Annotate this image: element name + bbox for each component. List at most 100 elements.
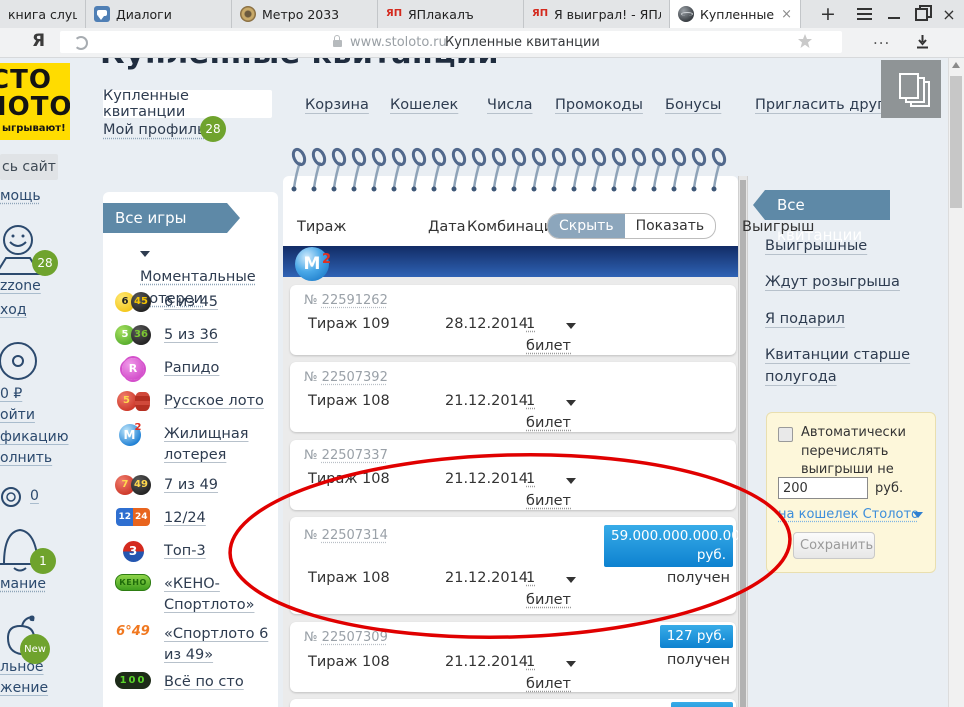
receipt-row[interactable]: № 22507337 Тираж 108 21.12.2014 1 билет bbox=[290, 440, 736, 510]
caret-down-icon[interactable] bbox=[566, 577, 576, 583]
whole-site-button[interactable]: сь сайт bbox=[0, 154, 58, 180]
sidebar-item-7iz49[interactable]: 7 49 7 из 49 bbox=[110, 475, 278, 496]
caret-down-icon[interactable] bbox=[566, 400, 576, 406]
ticket-unit[interactable]: билет bbox=[526, 592, 572, 608]
url-page-title[interactable]: Купленные квитанции bbox=[445, 35, 600, 50]
browser-tab-audiobook[interactable]: книга слушать bbox=[0, 0, 86, 28]
scrollbar-up-arrow[interactable] bbox=[952, 62, 960, 68]
window-restore-button[interactable] bbox=[908, 0, 934, 28]
ticket-count-dropdown[interactable]: 1 bbox=[526, 570, 536, 586]
browser-tab-yaplakal[interactable]: ЯП ЯПлакалъ bbox=[378, 0, 524, 28]
browser-tab-dialogs[interactable]: Диалоги bbox=[86, 0, 232, 28]
caret-down-icon[interactable] bbox=[913, 512, 923, 518]
receipt-row[interactable]: № 22507309 127 руб. Тираж 108 21.12.2014… bbox=[290, 622, 736, 692]
sidebar-item-rapido[interactable]: R Рапидо bbox=[110, 358, 278, 380]
coins-count-link[interactable]: 0 bbox=[30, 488, 39, 504]
browser-tab-metro[interactable]: Метро 2033 bbox=[232, 0, 378, 28]
reload-icon[interactable] bbox=[74, 36, 88, 50]
receipt-number-link[interactable]: 22507337 bbox=[321, 448, 388, 463]
enter-link[interactable]: ход bbox=[0, 302, 27, 318]
toggle-hide-button[interactable]: Скрыть bbox=[548, 214, 625, 238]
toggle-show-button[interactable]: Показать bbox=[635, 218, 705, 234]
caret-down-icon[interactable] bbox=[566, 661, 576, 667]
browser-scrollbar[interactable] bbox=[948, 56, 964, 707]
receipt-row-jackpot[interactable]: № 22507314 59.000.000.000.00 руб. Тираж … bbox=[290, 517, 740, 614]
nav-link-promocodes[interactable]: Промокоды bbox=[555, 97, 643, 113]
autopay-checkbox[interactable] bbox=[778, 427, 793, 442]
receipt-row[interactable]: № 22507392 Тираж 108 21.12.2014 1 билет bbox=[290, 362, 736, 432]
panel-scrollbar-thumb[interactable] bbox=[740, 180, 746, 707]
bookmark-star-icon[interactable] bbox=[797, 33, 813, 53]
receipt-number-link[interactable]: 22507314 bbox=[321, 528, 388, 543]
stoloto-logo[interactable]: СТО ЛОТО ыгрывают! bbox=[0, 63, 70, 140]
pages-icon bbox=[899, 73, 919, 99]
download-icon[interactable] bbox=[915, 34, 930, 53]
panel-pages-button[interactable] bbox=[881, 60, 941, 118]
attention-link[interactable]: мание bbox=[0, 576, 47, 592]
buzzone-link[interactable]: zzone bbox=[0, 278, 41, 294]
browser-tab-iwon[interactable]: ЯП Я выиграл! - ЯПлака bbox=[524, 0, 670, 28]
receipt-row-partial[interactable] bbox=[290, 699, 736, 707]
sidebar-link-winning[interactable]: Выигрышные bbox=[765, 238, 868, 254]
save-button[interactable]: Сохранить bbox=[793, 532, 875, 559]
sidebar-item-12-24[interactable]: 12 24 12/24 bbox=[110, 508, 278, 529]
all-games-banner[interactable]: Все игры bbox=[103, 203, 227, 233]
sidebar-link-awaiting-draw[interactable]: Ждут розыгрыша bbox=[765, 274, 900, 290]
url-host[interactable]: www.stoloto.ru bbox=[350, 35, 447, 50]
nav-link-numbers[interactable]: Числа bbox=[487, 97, 533, 113]
autopay-box: Автоматически перечислять выигрыши не бо… bbox=[766, 412, 936, 573]
sidebar-item-6iz45[interactable]: 6 45 6 из 45 bbox=[110, 292, 278, 313]
receipt-number-link[interactable]: 22591262 bbox=[321, 293, 388, 308]
autopay-amount-input[interactable] bbox=[778, 477, 868, 499]
sidebar-link-gifted[interactable]: Я подарил bbox=[765, 311, 845, 327]
yandex-logo[interactable]: Я bbox=[32, 31, 46, 51]
ticket-count-dropdown[interactable]: 1 bbox=[526, 316, 536, 332]
address-field[interactable] bbox=[60, 31, 842, 53]
nav-link-cart[interactable]: Корзина bbox=[305, 97, 369, 113]
verification-link[interactable]: фикацию bbox=[0, 429, 69, 445]
wallet-icon bbox=[0, 342, 37, 380]
ticket-count-dropdown[interactable]: 1 bbox=[526, 471, 536, 487]
help-link[interactable]: мощь bbox=[0, 188, 41, 204]
all-receipts-banner[interactable]: Все квитанции bbox=[765, 190, 890, 244]
instant-lotteries-expander[interactable]: Моментальные лотереи bbox=[140, 244, 270, 310]
receipt-row[interactable]: № 22591262 Тираж 109 28.12.2014 1 билет bbox=[290, 285, 736, 355]
ticket-unit[interactable]: билет bbox=[526, 676, 572, 692]
login-link[interactable]: ойти bbox=[0, 407, 35, 423]
ticket-unit[interactable]: билет bbox=[526, 338, 572, 354]
topup-link[interactable]: олнить bbox=[0, 450, 53, 466]
receipt-number-link[interactable]: 22507392 bbox=[321, 370, 388, 385]
ticket-count-dropdown[interactable]: 1 bbox=[526, 393, 536, 409]
ticket-unit[interactable]: билет bbox=[526, 415, 572, 431]
new-tab-button[interactable]: + bbox=[820, 3, 836, 25]
window-menu-button[interactable] bbox=[850, 0, 878, 28]
caret-down-icon[interactable] bbox=[566, 478, 576, 484]
window-close-button[interactable]: × bbox=[942, 4, 956, 24]
sidebar-item-5iz36[interactable]: 5 36 5 из 36 bbox=[110, 325, 278, 346]
sidebar-item-top3[interactable]: 3 Топ-3 bbox=[110, 541, 278, 562]
sidebar-item-vse-po-sto[interactable]: 100 Всё по сто bbox=[110, 672, 278, 693]
sidebar-link-older-half-year[interactable]: Квитанции старше полугода bbox=[765, 347, 911, 385]
scrollbar-thumb[interactable] bbox=[950, 76, 962, 208]
wallet-link[interactable]: на кошелек Столото bbox=[778, 507, 919, 522]
browser-tab-stoloto-active[interactable]: Купленные квит × bbox=[670, 0, 801, 28]
ticket-count-dropdown[interactable]: 1 bbox=[526, 654, 536, 670]
caret-down-icon[interactable] bbox=[566, 323, 576, 329]
more-actions-button[interactable]: ... bbox=[873, 30, 891, 48]
sidebar-item-russkoe-loto[interactable]: 5 Русское лото bbox=[110, 391, 278, 412]
sidebar-item-sportloto-6iz49[interactable]: 6°49 «Спортлото 6 из 49» bbox=[110, 624, 278, 666]
nav-link-my-profile[interactable]: Мой профиль bbox=[103, 122, 206, 138]
ticket-unit[interactable]: билет bbox=[526, 493, 572, 509]
receipt-number-link[interactable]: 22507309 bbox=[321, 630, 388, 645]
mobile-app-link-line2[interactable]: жение bbox=[0, 680, 49, 696]
sidebar-item-keno[interactable]: КЕНО «КЕНО-Спортлото» bbox=[110, 574, 278, 616]
tab-purchased-receipts[interactable]: Купленные квитанции bbox=[103, 88, 272, 120]
window-minimize-button[interactable] bbox=[882, 0, 906, 28]
nav-link-bonuses[interactable]: Бонусы bbox=[665, 97, 722, 113]
nav-link-invite-friend[interactable]: Пригласить друга bbox=[755, 97, 894, 113]
balance-link[interactable]: 0 ₽ bbox=[0, 386, 23, 402]
receipt-number: № 22507337 bbox=[304, 448, 388, 463]
tab-close-icon[interactable]: × bbox=[781, 6, 792, 22]
nav-link-wallet[interactable]: Кошелек bbox=[390, 97, 459, 113]
